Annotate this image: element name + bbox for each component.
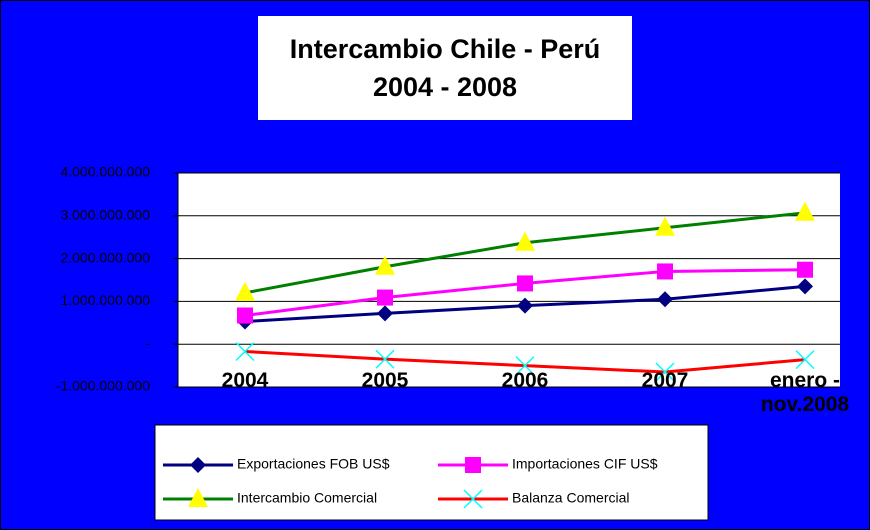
x-tick-label: 2007 [641,369,689,392]
chart-title: Intercambio Chile - Perú [289,34,601,64]
marker [795,201,815,221]
marker [657,263,673,280]
marker [235,281,255,301]
marker [517,275,533,292]
marker [465,457,481,473]
title-box: Intercambio Chile - Perú 2004 - 2008 [258,16,632,120]
legend-box [154,424,709,521]
y-tick-label: - [145,335,150,351]
marker [515,231,535,251]
legend-label: Exportaciones FOB US$ [237,456,390,472]
marker [515,356,535,376]
marker [655,216,675,236]
legend-label: Balanza Comercial [512,490,630,506]
marker [795,350,815,370]
marker [655,362,675,382]
marker [377,289,393,306]
x-tick-label: 2005 [361,369,409,392]
x-tick-label: 2006 [501,369,549,392]
marker [188,488,208,507]
y-tick-label: -1.000.000.000 [56,378,150,394]
y-tick-label: 1.000.000.000 [60,292,150,308]
marker [237,307,253,324]
marker [375,255,395,275]
x-tick-label: enero - nov.2008 [760,369,850,416]
plot-area [178,173,840,387]
marker [657,291,673,308]
y-tick-label: 4.000.000.000 [60,164,150,180]
marker [797,278,813,295]
y-tick-label: 2.000.000.000 [60,249,150,265]
marker [517,297,533,314]
x-tick-label: 2004 [221,369,269,392]
marker [375,349,395,369]
legend-label: Intercambio Comercial [237,490,377,506]
y-tick-label: 3.000.000.000 [60,207,150,223]
marker [463,489,483,509]
marker [377,305,393,322]
marker [235,341,255,362]
marker [190,457,206,473]
legend-label: Importaciones CIF US$ [512,456,658,472]
chart-subtitle: 2004 - 2008 [372,72,518,102]
marker [797,261,813,278]
